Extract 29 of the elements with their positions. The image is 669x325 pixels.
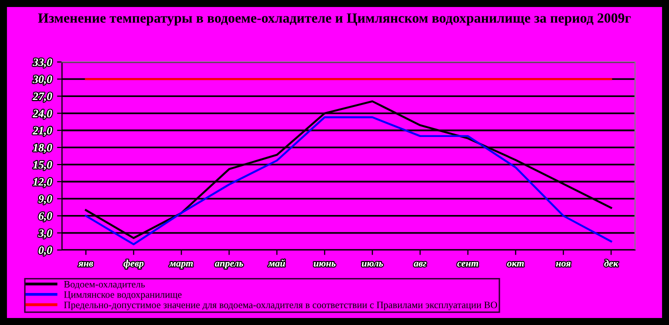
y-tick-label: 18,0 [33, 144, 52, 154]
x-tick-label: май [268, 259, 286, 267]
y-tick-label: 30,0 [32, 76, 52, 85]
x-tick-label: авг [414, 262, 426, 267]
x-tick-label: дек [604, 260, 618, 267]
x-tick-label: ноя [556, 262, 571, 267]
y-tick-label: 3,0 [38, 229, 52, 238]
y-tick-label: 0,0 [38, 246, 52, 256]
x-tick-label: июль [362, 262, 383, 267]
x-tick-label: окт [507, 262, 524, 267]
y-tick-label: 27,0 [32, 92, 52, 102]
line-series [84, 116, 612, 246]
legend-label: Водоем-охладитель [64, 281, 145, 290]
y-tick-label: 6,0 [38, 212, 52, 222]
legend-label: Цимлянское водохранилище [64, 291, 182, 300]
y-tick-label: 33,0 [32, 58, 52, 68]
y-tick-label: 12,0 [33, 178, 52, 188]
x-tick-label: июнь [314, 262, 336, 267]
x-tick-label: апрель [214, 262, 244, 269]
x-tick-label: февр [124, 260, 144, 269]
y-tick-label: 24,0 [32, 110, 52, 119]
x-tick-label: сент [457, 262, 478, 267]
x-tick-label: янв [78, 262, 94, 267]
y-tick-label: 15,0 [33, 161, 52, 170]
chart-title: Изменение температуры в водоеме-охладителе и Цимлянском водохранилище за период 2009г [38, 13, 631, 26]
y-tick-label: 21,0 [32, 126, 52, 136]
legend-label: Предельно-допустимое значение для водоема-охладителя в соответствии с Правилами эксплуатации ВО [64, 302, 498, 310]
x-tick-label: март [169, 262, 193, 269]
y-tick-label: 9,0 [38, 195, 52, 204]
